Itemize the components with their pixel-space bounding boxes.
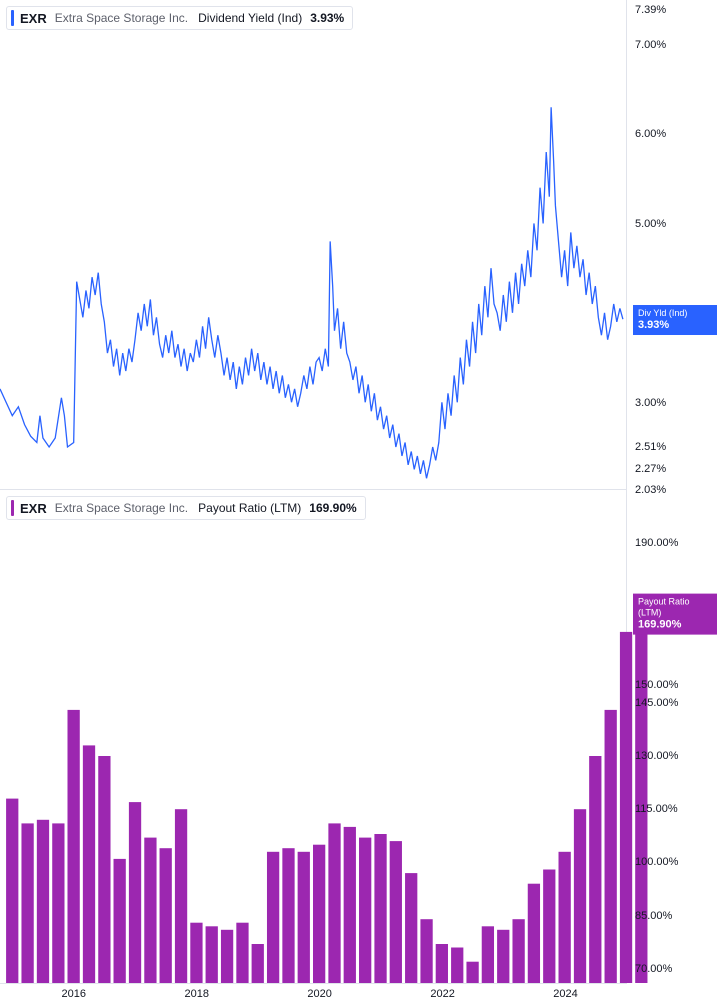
y-tick: 190.00% bbox=[635, 537, 678, 549]
y-tick: 70.00% bbox=[635, 963, 672, 975]
bottom-badge-value: 169.90% bbox=[638, 619, 712, 632]
top-current-value: 3.93% bbox=[310, 11, 344, 25]
dividend-yield-line-chart bbox=[0, 0, 626, 489]
top-y-axis: 7.39%7.00%6.00%5.00%3.00%2.51%2.27%2.03% bbox=[629, 0, 717, 490]
top-badge-label: Div Yld (Ind) bbox=[638, 308, 712, 319]
x-axis: 2016 2018 2020 2022 2024 bbox=[0, 983, 627, 1005]
x-tick: 2018 bbox=[184, 988, 208, 1000]
y-tick: 115.00% bbox=[635, 803, 678, 815]
ticker-symbol: EXR bbox=[20, 501, 47, 516]
y-tick: 150.00% bbox=[635, 679, 678, 691]
bottom-badge-label: Payout Ratio (LTM) bbox=[638, 597, 712, 619]
x-tick: 2016 bbox=[62, 988, 86, 1000]
x-tick: 2022 bbox=[430, 988, 454, 1000]
ticker-symbol: EXR bbox=[20, 11, 47, 26]
bottom-current-value: 169.90% bbox=[309, 501, 356, 515]
y-tick: 100.00% bbox=[635, 856, 678, 868]
bottom-metric-label: Payout Ratio (LTM) bbox=[198, 501, 301, 515]
y-tick: 85.00% bbox=[635, 910, 672, 922]
payout-ratio-panel: EXR Extra Space Storage Inc. Payout Rati… bbox=[0, 490, 717, 1005]
legend-color-bottom bbox=[11, 500, 14, 516]
x-tick: 2024 bbox=[553, 988, 577, 1000]
top-badge-value: 3.93% bbox=[638, 319, 712, 332]
bottom-legend: EXR Extra Space Storage Inc. Payout Rati… bbox=[6, 496, 366, 520]
payout-ratio-bar-chart bbox=[0, 490, 626, 983]
top-legend: EXR Extra Space Storage Inc. Dividend Yi… bbox=[6, 6, 353, 30]
y-tick: 6.00% bbox=[635, 128, 666, 140]
bottom-chart-area[interactable] bbox=[0, 490, 627, 983]
y-tick: 3.00% bbox=[635, 397, 666, 409]
y-tick: 2.51% bbox=[635, 441, 666, 453]
y-tick: 7.00% bbox=[635, 39, 666, 51]
dividend-yield-panel: EXR Extra Space Storage Inc. Dividend Yi… bbox=[0, 0, 717, 490]
top-metric-label: Dividend Yield (Ind) bbox=[198, 11, 302, 25]
y-tick: 145.00% bbox=[635, 697, 678, 709]
legend-color-top bbox=[11, 10, 14, 26]
x-tick: 2020 bbox=[307, 988, 331, 1000]
y-tick: 2.27% bbox=[635, 463, 666, 475]
company-name: Extra Space Storage Inc. bbox=[55, 11, 188, 25]
company-name: Extra Space Storage Inc. bbox=[55, 501, 188, 515]
y-tick: 7.39% bbox=[635, 4, 666, 16]
y-tick: 5.00% bbox=[635, 218, 666, 230]
top-value-badge: Div Yld (Ind) 3.93% bbox=[633, 305, 717, 335]
bottom-y-axis: 190.00% 150.00% 145.00% 130.00% 115.00% 100.0… bbox=[629, 490, 717, 983]
top-chart-area[interactable] bbox=[0, 0, 627, 490]
bottom-value-badge: Payout Ratio (LTM) 169.90% bbox=[633, 594, 717, 635]
y-tick: 130.00% bbox=[635, 750, 678, 762]
